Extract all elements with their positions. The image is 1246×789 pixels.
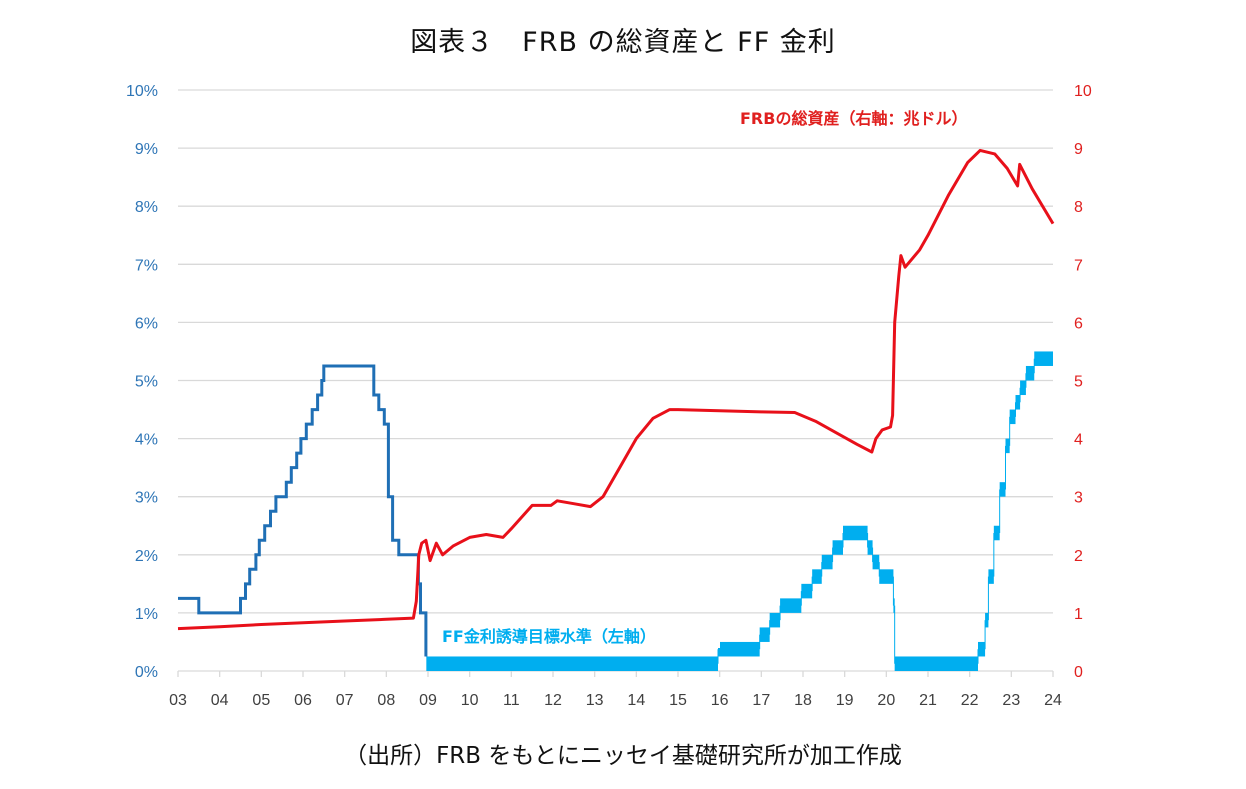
- ff-rate-band: [769, 612, 781, 628]
- right-axis-tick-label: 1: [1074, 606, 1083, 623]
- left-axis-tick-label: 10%: [126, 83, 158, 100]
- ff-rate-band: [867, 540, 873, 555]
- left-axis-tick-label: 5%: [135, 374, 158, 391]
- ff-rate-band: [426, 656, 718, 671]
- left-axis-tick-label: 7%: [135, 257, 158, 274]
- right-axis-tick-label: 5: [1074, 374, 1083, 391]
- left-axis-tick-label: 8%: [135, 199, 158, 216]
- ff-rate-step-line: [178, 364, 428, 657]
- x-axis-tick-label: 13: [586, 692, 604, 709]
- right-axis-tick-label: 0: [1074, 664, 1083, 681]
- right-axis-tick-label: 9: [1074, 141, 1083, 158]
- ff-rate-band: [1020, 380, 1026, 396]
- ff-rate-band: [1034, 351, 1053, 366]
- x-axis-tick-label: 16: [711, 692, 729, 709]
- left-axis-tick-label: 1%: [135, 606, 158, 623]
- ff-rate-annotation: FF金利誘導目標水準（左軸）: [442, 627, 656, 646]
- ff-rate-band: [1025, 365, 1035, 381]
- ff-rate-band: [993, 525, 1000, 541]
- ff-rate-band: [812, 569, 822, 584]
- right-axis-tick-label: 7: [1074, 257, 1083, 274]
- left-axis-tick-label: 2%: [135, 548, 158, 565]
- right-axis-tick-label: 4: [1074, 432, 1083, 449]
- x-axis-tick-label: 23: [1002, 692, 1020, 709]
- x-axis-tick-label: 03: [169, 692, 187, 709]
- left-axis-tick-label: 3%: [135, 490, 158, 507]
- x-axis-tick-label: 21: [919, 692, 937, 709]
- frb-assets-line: [177, 148, 1055, 631]
- right-axis-tick-label: 10: [1074, 83, 1092, 100]
- x-axis-tick-label: 10: [461, 692, 479, 709]
- x-axis-tick-label: 11: [503, 692, 520, 709]
- right-axis-tick-label: 6: [1074, 315, 1083, 332]
- right-axis-ticks: 0 1 2 3 4 5 6 7 8 9 10: [1074, 83, 1092, 681]
- ff-rate-band: [894, 656, 978, 671]
- ff-annotation-background: [434, 622, 720, 648]
- ff-rate-band: [893, 598, 895, 613]
- x-axis-tick-label: 19: [836, 692, 854, 709]
- x-axis-tick-label: 04: [211, 692, 229, 709]
- x-axis-tick-label: 18: [794, 692, 812, 709]
- ff-rate-band: [832, 540, 843, 555]
- ff-rate-band: [759, 627, 770, 642]
- right-axis-tick-label: 8: [1074, 199, 1083, 216]
- x-axis-tick-label: 12: [544, 692, 562, 709]
- x-axis-tick-label: 07: [336, 692, 354, 709]
- x-axis-tick-label: 08: [377, 692, 395, 709]
- x-axis-tick-label: 05: [252, 692, 270, 709]
- chart-title: 図表３ FRB の総資産と FF 金利: [410, 27, 836, 58]
- ff-rate-band: [801, 583, 813, 599]
- ff-rate-band: [988, 569, 994, 584]
- frb-assets-annotation: FRBの総資産（右軸：兆ドル）: [740, 109, 967, 128]
- ff-rate-band: [872, 554, 880, 570]
- gridlines: [177, 89, 1054, 677]
- ff-rate-band: [1009, 409, 1016, 425]
- source-note: （出所）FRB をもとにニッセイ基礎研究所が加工作成: [344, 743, 902, 769]
- right-axis-tick-label: 3: [1074, 490, 1083, 507]
- ff-rate-band-series: [426, 351, 1053, 671]
- x-axis-tick-label: 09: [419, 692, 437, 709]
- right-axis-tick-label: 2: [1074, 548, 1083, 565]
- ff-rate-band: [985, 612, 989, 628]
- ff-rate-band: [1015, 395, 1021, 410]
- ff-rate-band: [821, 554, 833, 570]
- ff-rate-band: [780, 598, 802, 613]
- left-axis-tick-label: 0%: [135, 664, 158, 681]
- left-axis-tick-label: 6%: [135, 315, 158, 332]
- x-axis-tick-label: 15: [669, 692, 687, 709]
- x-axis-ticks: 03 04 05 06 07 08 09 10 11 12 13 14 15 16 17 18 19 20 21 22…: [169, 692, 1062, 709]
- x-axis-tick-label: 06: [294, 692, 312, 709]
- ff-rate-band: [718, 641, 760, 657]
- x-axis-tick-label: 14: [627, 692, 645, 709]
- ff-rate-band: [843, 525, 868, 541]
- x-axis-tick-label: 22: [961, 692, 979, 709]
- left-axis-ticks: 0% 1% 2% 3% 4% 5% 6% 7% 8% 9% 10%: [126, 83, 158, 681]
- x-axis-tick-label: 20: [877, 692, 895, 709]
- ff-rate-band: [978, 641, 986, 657]
- x-axis-tick-label: 17: [752, 692, 770, 709]
- left-axis-tick-label: 4%: [135, 432, 158, 449]
- ff-rate-band: [999, 482, 1006, 497]
- x-axis-tick-label: 24: [1044, 692, 1062, 709]
- left-axis-tick-label: 9%: [135, 141, 158, 158]
- ff-rate-band: [1005, 438, 1010, 454]
- ff-rate-band: [879, 569, 894, 584]
